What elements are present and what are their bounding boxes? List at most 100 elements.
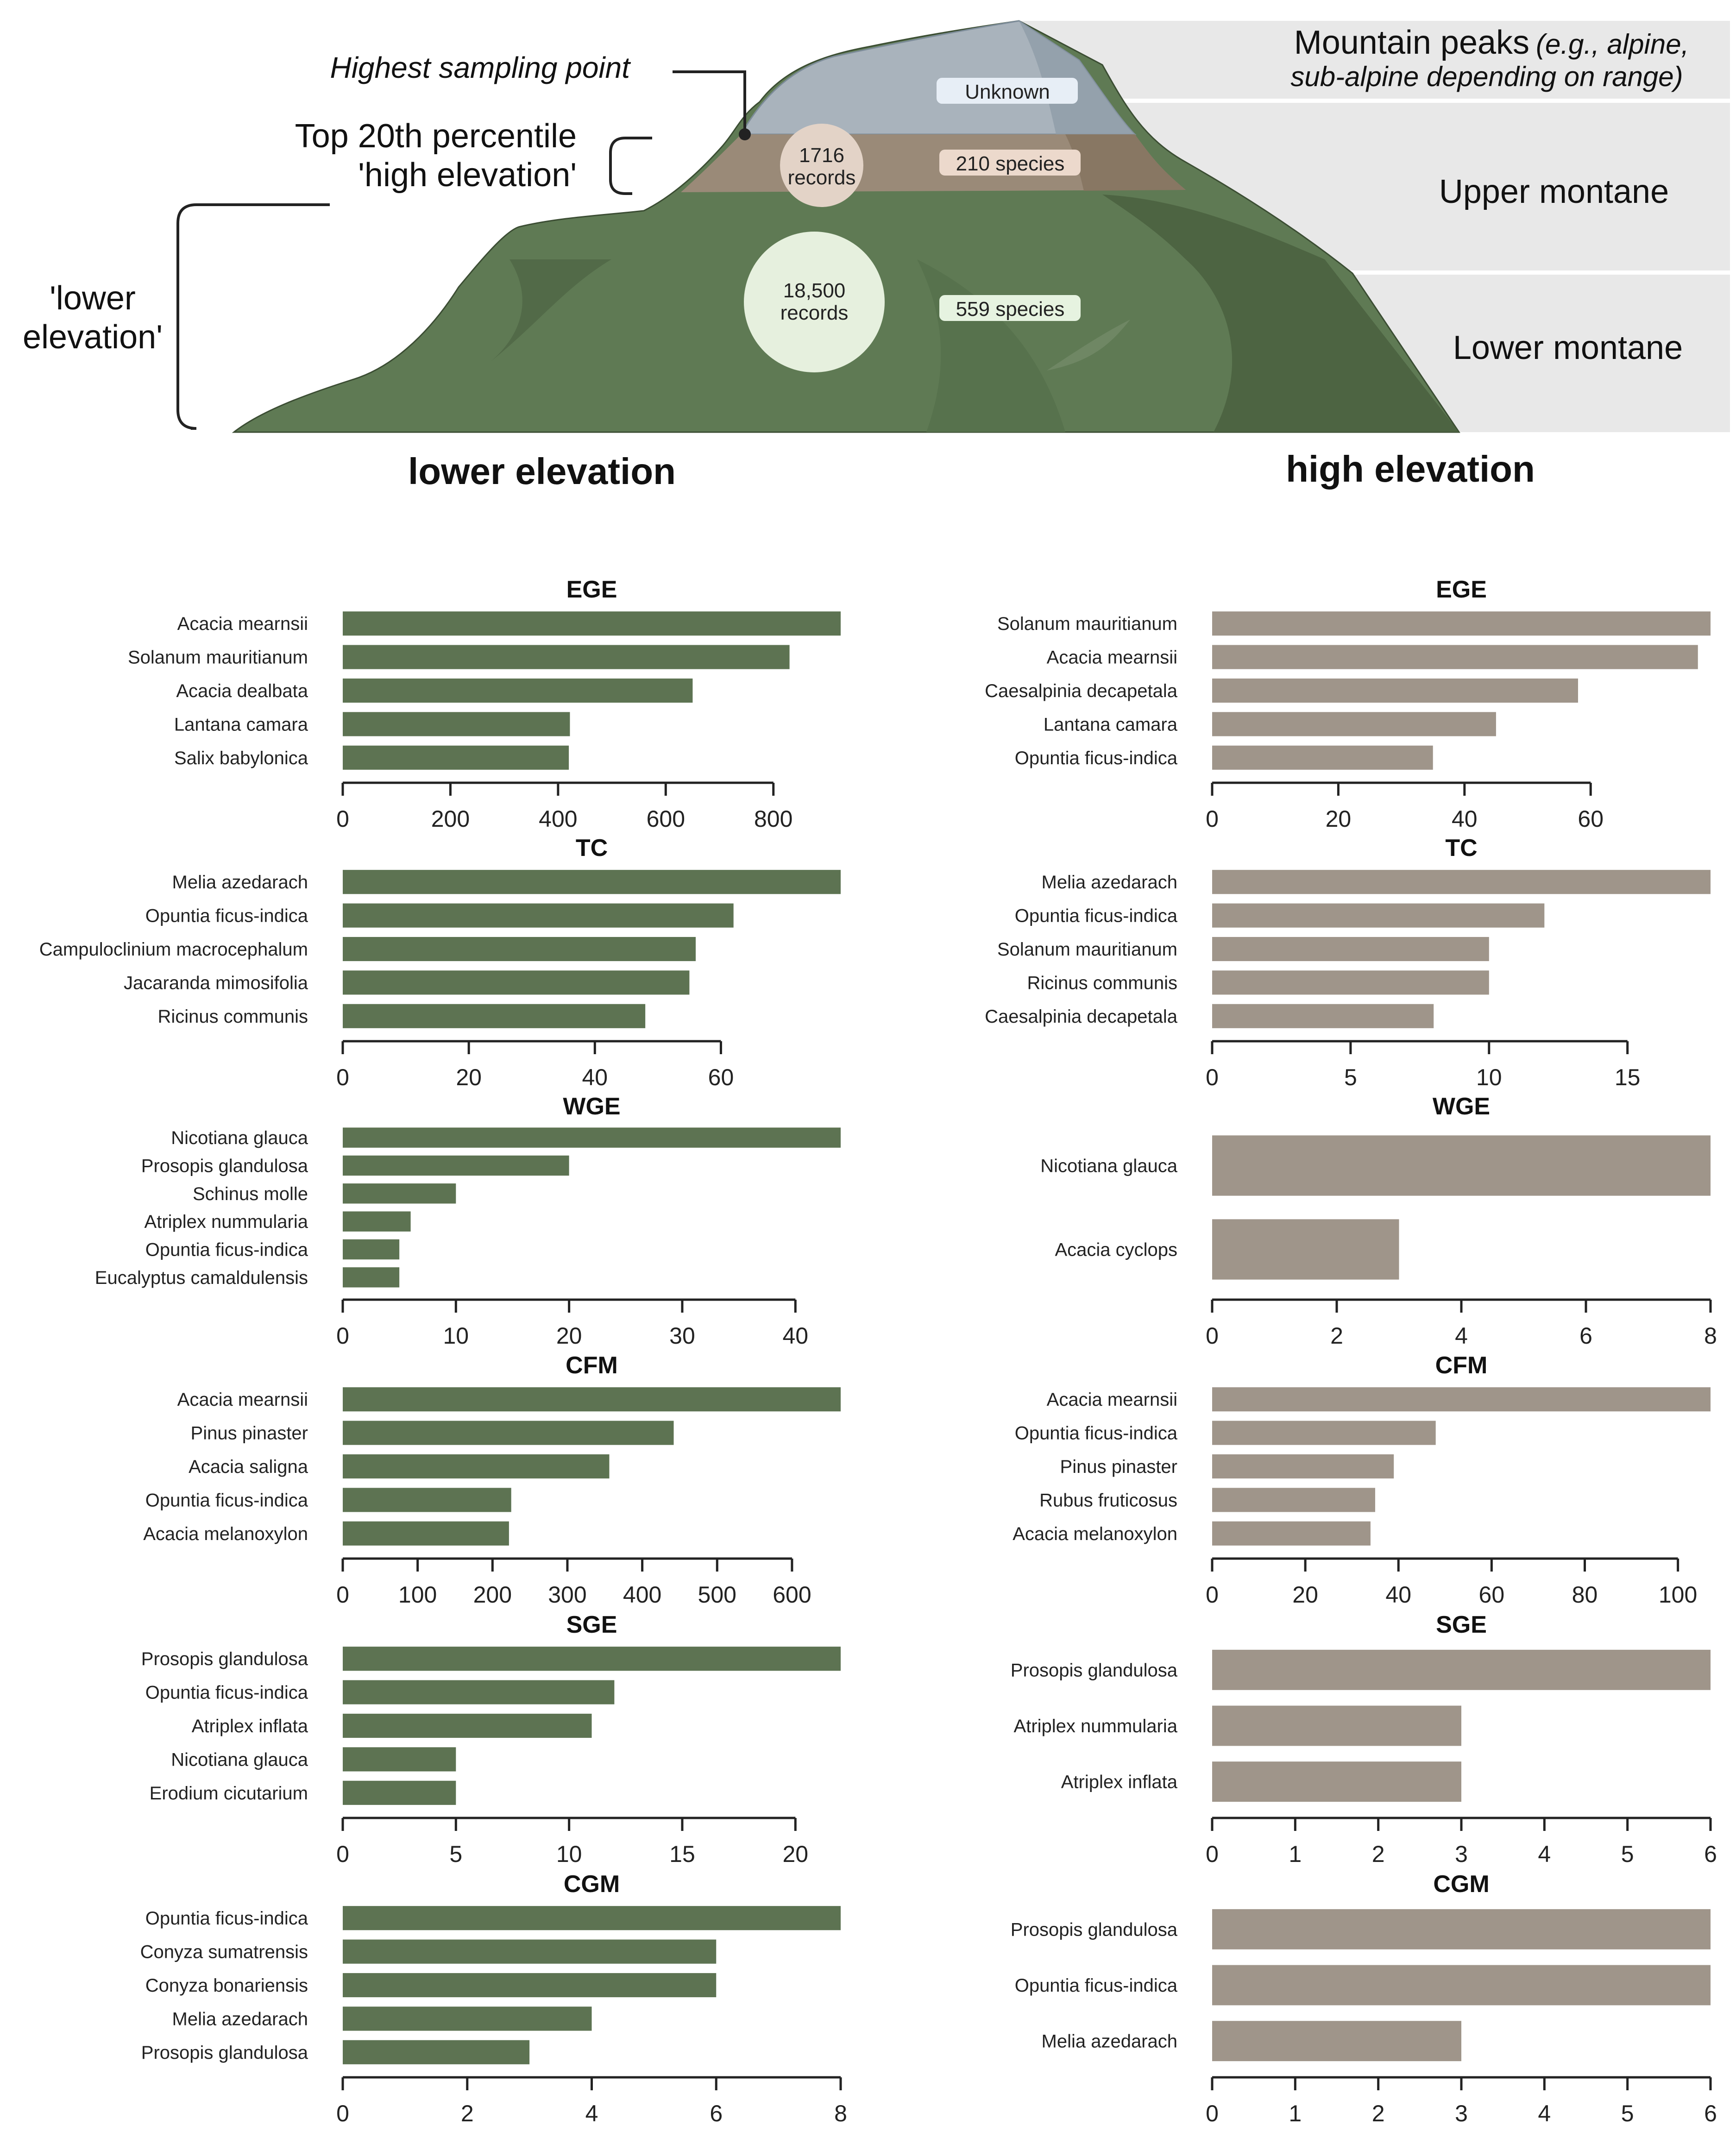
tick-label-high-ege-0: 0 bbox=[1206, 806, 1219, 832]
category-label-low-tc-2: Opuntia ficus-indica bbox=[145, 906, 308, 926]
chart-title-high-sge: SGE bbox=[1436, 1611, 1487, 1638]
tick-label-low-cfm-500: 500 bbox=[698, 1582, 736, 1608]
chart-title-low-cfm: CFM bbox=[566, 1352, 618, 1379]
category-label-low-cgm-5: Prosopis glandulosa bbox=[141, 2043, 308, 2063]
unknown-badge: Unknown bbox=[965, 81, 1050, 103]
bar-low-wge-5 bbox=[343, 1239, 400, 1260]
column-title-high: high elevation bbox=[1286, 448, 1535, 490]
high-elevation-bracket bbox=[609, 137, 652, 195]
chart-title-high-tc: TC bbox=[1445, 835, 1477, 861]
tick-label-low-cfm-100: 100 bbox=[398, 1582, 437, 1608]
unknown-badge-bg bbox=[937, 78, 1078, 104]
tick-label-low-ege-200: 200 bbox=[431, 806, 470, 832]
highest-sampling-point-label: Highest sampling point bbox=[330, 51, 631, 84]
bar-low-cgm-4 bbox=[343, 2006, 592, 2031]
category-label-low-cfm-4: Opuntia ficus-indica bbox=[145, 1490, 308, 1510]
tick-label-high-wge-2: 2 bbox=[1330, 1323, 1343, 1349]
tick-label-low-cgm-4: 4 bbox=[585, 2100, 598, 2126]
category-label-high-cfm-5: Acacia melanoxylon bbox=[1013, 1524, 1177, 1544]
bar-high-cgm-2 bbox=[1212, 1965, 1711, 2006]
lower-elevation-label-line2: elevation' bbox=[23, 319, 163, 356]
tick-label-low-cfm-0: 0 bbox=[336, 1582, 349, 1608]
top20-label-line1: Top 20th percentile bbox=[295, 118, 577, 155]
tick-label-low-tc-0: 0 bbox=[336, 1064, 349, 1090]
category-label-low-ege-5: Salix babylonica bbox=[174, 748, 308, 768]
high-species-badge-bg bbox=[939, 150, 1081, 176]
category-label-high-cgm-3: Melia azedarach bbox=[1042, 2031, 1178, 2052]
tick-label-high-cgm-4: 4 bbox=[1538, 2100, 1551, 2126]
category-label-high-cfm-4: Rubus fruticosus bbox=[1039, 1490, 1177, 1510]
tick-label-low-ege-0: 0 bbox=[336, 806, 349, 832]
category-label-high-sge-3: Atriplex inflata bbox=[1061, 1772, 1178, 1792]
zone-peaks-label-line2: sub-alpine depending on range) bbox=[1290, 61, 1683, 92]
tick-label-high-wge-8: 8 bbox=[1704, 1323, 1717, 1349]
category-label-high-ege-5: Opuntia ficus-indica bbox=[1015, 748, 1178, 768]
tick-label-high-ege-40: 40 bbox=[1452, 806, 1478, 832]
category-label-low-ege-4: Lantana camara bbox=[174, 714, 308, 735]
bar-high-tc-3 bbox=[1212, 937, 1489, 962]
zone-peaks-label: Mountain peaks (e.g., alpine, bbox=[1294, 24, 1689, 61]
category-label-low-wge-4: Atriplex nummularia bbox=[145, 1212, 308, 1232]
bar-high-sge-2 bbox=[1212, 1705, 1461, 1746]
mountain-shadow-right bbox=[1102, 195, 1459, 432]
bar-high-ege-1 bbox=[1212, 611, 1711, 636]
chart-title-low-tc: TC bbox=[576, 835, 608, 861]
tick-label-low-ege-400: 400 bbox=[539, 806, 577, 832]
tick-label-low-sge-20: 20 bbox=[782, 1841, 808, 1867]
category-label-high-cfm-1: Acacia mearnsii bbox=[1047, 1390, 1177, 1410]
high-elevation-band-shade bbox=[1065, 134, 1186, 191]
lower-elevation-label-line1: 'lower bbox=[50, 280, 136, 317]
tick-label-low-wge-0: 0 bbox=[336, 1323, 349, 1349]
category-label-high-sge-2: Atriplex nummularia bbox=[1014, 1716, 1178, 1736]
bar-high-cgm-1 bbox=[1212, 1909, 1711, 1949]
category-label-low-sge-3: Atriplex inflata bbox=[192, 1716, 308, 1736]
category-label-low-cfm-3: Acacia saligna bbox=[189, 1457, 308, 1477]
tick-label-high-cgm-5: 5 bbox=[1621, 2100, 1634, 2126]
tick-label-high-cgm-3: 3 bbox=[1455, 2100, 1468, 2126]
bar-high-cfm-3 bbox=[1212, 1454, 1394, 1479]
tick-label-high-wge-4: 4 bbox=[1455, 1323, 1468, 1349]
bar-high-tc-5 bbox=[1212, 1004, 1434, 1028]
tick-label-low-cfm-200: 200 bbox=[473, 1582, 512, 1608]
high-records-value: 1716 bbox=[799, 144, 844, 167]
bar-low-cfm-4 bbox=[343, 1488, 511, 1512]
category-label-high-cfm-3: Pinus pinaster bbox=[1060, 1457, 1177, 1477]
tick-label-high-cgm-6: 6 bbox=[1704, 2100, 1717, 2126]
bar-high-cfm-5 bbox=[1212, 1521, 1371, 1546]
bar-low-tc-1 bbox=[343, 870, 841, 894]
category-label-high-cgm-1: Prosopis glandulosa bbox=[1011, 1919, 1178, 1940]
bar-low-ege-4 bbox=[343, 712, 570, 736]
tick-label-low-sge-10: 10 bbox=[556, 1841, 582, 1867]
category-label-high-tc-2: Opuntia ficus-indica bbox=[1015, 906, 1178, 926]
category-label-high-sge-1: Prosopis glandulosa bbox=[1011, 1660, 1178, 1680]
category-label-low-ege-1: Acacia mearnsii bbox=[177, 614, 308, 634]
top20-label-line2: 'high elevation' bbox=[358, 157, 577, 194]
chart-title-high-wge: WGE bbox=[1433, 1093, 1490, 1120]
low-records-value: 18,500 bbox=[783, 279, 846, 302]
tick-label-low-ege-800: 800 bbox=[754, 806, 793, 832]
tick-label-high-cfm-100: 100 bbox=[1659, 1582, 1697, 1608]
bar-high-cfm-1 bbox=[1212, 1387, 1711, 1412]
elevation-diagram: Highest sampling point Top 20th percenti… bbox=[23, 20, 1730, 492]
category-label-low-sge-4: Nicotiana glauca bbox=[171, 1749, 308, 1770]
chart-title-low-sge: SGE bbox=[566, 1611, 617, 1638]
bar-low-wge-1 bbox=[343, 1127, 841, 1148]
tick-label-low-wge-30: 30 bbox=[669, 1323, 695, 1349]
bar-low-tc-5 bbox=[343, 1004, 646, 1028]
category-label-low-wge-3: Schinus molle bbox=[193, 1184, 308, 1204]
bar-low-wge-6 bbox=[343, 1267, 400, 1288]
category-label-low-sge-5: Erodium cicutarium bbox=[150, 1783, 308, 1804]
tick-label-high-sge-5: 5 bbox=[1621, 1841, 1634, 1867]
category-label-high-ege-2: Acacia mearnsii bbox=[1047, 648, 1177, 668]
tick-label-high-cgm-0: 0 bbox=[1206, 2100, 1219, 2126]
zone-bg-peaks bbox=[1019, 21, 1730, 99]
category-label-high-tc-1: Melia azedarach bbox=[1042, 872, 1178, 893]
zone-lower-label: Lower montane bbox=[1453, 329, 1683, 366]
mountain-ridge-right bbox=[1047, 320, 1130, 371]
mountain-base bbox=[232, 20, 1460, 433]
bar-high-tc-2 bbox=[1212, 903, 1545, 928]
bar-low-cfm-1 bbox=[343, 1387, 841, 1412]
bar-low-wge-2 bbox=[343, 1155, 569, 1176]
tick-label-low-cgm-2: 2 bbox=[461, 2100, 474, 2126]
tick-label-high-wge-6: 6 bbox=[1579, 1323, 1592, 1349]
